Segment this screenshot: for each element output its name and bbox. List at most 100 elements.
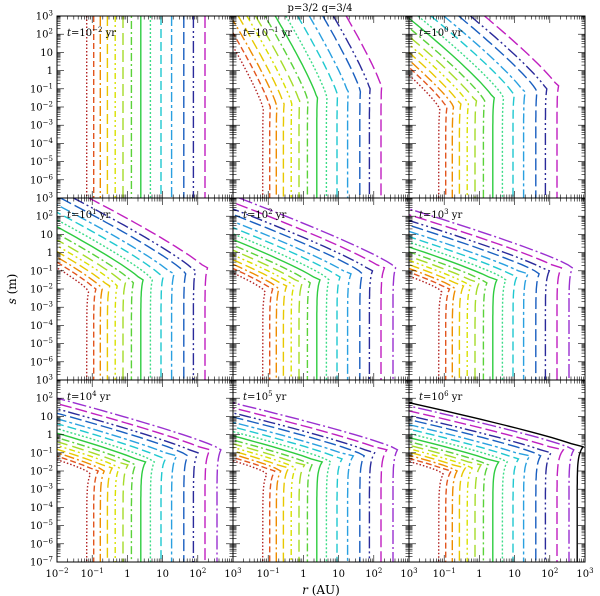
y-tick-label: 10−1 — [30, 264, 53, 277]
contour-line-13 — [332, 16, 371, 198]
contour-line-3 — [409, 59, 455, 198]
contour-line-8 — [233, 238, 321, 380]
contour-line-4 — [57, 250, 111, 380]
panel-time-label: t=101 yr — [67, 208, 110, 221]
x-tick-label: 103 — [576, 567, 593, 580]
panel-ticks — [56, 380, 233, 563]
contour-line-2 — [233, 31, 272, 198]
figure-title: p=3/2 q=3/4 — [288, 3, 353, 14]
contour-line-11 — [443, 16, 526, 198]
contour-line-9 — [57, 219, 154, 380]
contour-line-2 — [409, 66, 448, 198]
panel-curves — [57, 397, 222, 562]
y-tick-label: 10−2 — [30, 283, 53, 296]
contour-line-5 — [409, 259, 472, 380]
panel-grid: t=10−2 yr t=10−1 yr t=100 yr t=101 yr t=102 … — [56, 15, 586, 563]
contour-line-12 — [409, 224, 540, 380]
contour-line-8 — [274, 16, 319, 198]
contour-line-15 — [409, 405, 575, 562]
contour-line-7 — [57, 436, 137, 562]
contour-line-14 — [345, 16, 383, 198]
y-tick-label: 10−7 — [30, 556, 53, 569]
contour-line-3 — [233, 453, 282, 562]
contour-line-4 — [409, 451, 467, 562]
contour-line-7 — [233, 439, 313, 562]
contour-line-6 — [409, 35, 478, 198]
y-tick-label: 10−3 — [30, 301, 53, 314]
panel-ticks — [232, 16, 409, 199]
panel-frame — [56, 197, 234, 381]
x-tick-label: 1 — [300, 569, 306, 580]
x-tick-label: 1 — [124, 569, 130, 580]
panel-curves — [409, 208, 574, 380]
contour-line-2 — [409, 271, 451, 380]
contour-line-5 — [57, 244, 118, 380]
y-tick-label: 10−5 — [30, 519, 53, 532]
contour-line-15 — [238, 198, 397, 380]
contour-line-10 — [430, 16, 516, 198]
contour-line-13 — [409, 219, 551, 380]
contour-line-2 — [57, 455, 100, 562]
contour-line-14 — [484, 16, 560, 198]
contour-line-8 — [409, 17, 496, 198]
contour-line-15 — [233, 402, 399, 562]
contour-line-12 — [409, 418, 542, 562]
contour-line-13 — [469, 16, 548, 198]
contour-line-1 — [409, 275, 443, 380]
contour-line-11 — [409, 423, 531, 562]
contour-line-13 — [409, 414, 553, 562]
contour-line-1 — [57, 266, 90, 380]
contour-line-9 — [233, 430, 332, 562]
panel-5: t=102 yr — [232, 197, 410, 381]
contour-line-4 — [233, 450, 290, 562]
contour-line-11 — [409, 230, 529, 380]
contour-line-3 — [409, 454, 459, 562]
contour-line-11 — [233, 220, 352, 380]
y-tick-label: 103 — [36, 374, 53, 387]
contour-line-1 — [409, 73, 441, 198]
contour-line-10 — [296, 16, 339, 198]
y-tick-label: 10−3 — [30, 119, 53, 132]
panel-1: t=10−2 yr — [56, 15, 234, 199]
contour-line-12 — [233, 213, 364, 380]
contour-line-6 — [254, 16, 301, 198]
y-tick-label: 10−6 — [30, 537, 54, 550]
panel-frame — [408, 379, 586, 563]
contour-line-8 — [57, 432, 147, 562]
contour-line-4 — [57, 448, 114, 562]
contour-line-7 — [409, 440, 490, 562]
contour-line-3 — [409, 267, 457, 380]
contour-line-5 — [57, 444, 121, 562]
y-tick-label: 10 — [40, 48, 53, 59]
contour-line-7 — [57, 232, 135, 380]
y-tick-label: 1 — [47, 66, 53, 77]
contour-line-13 — [57, 408, 199, 562]
panel-ticks — [56, 16, 233, 199]
x-tick-label: 10 — [156, 569, 169, 580]
x-tick-label: 10−1 — [257, 567, 280, 580]
contour-line-12 — [233, 416, 366, 562]
contour-line-9 — [409, 241, 507, 380]
contour-line-6 — [233, 443, 306, 562]
contour-line-5 — [233, 254, 295, 380]
contour-line-14 — [88, 198, 209, 380]
x-tick-label: 10 — [508, 569, 521, 580]
contour-line-12 — [322, 16, 362, 198]
y-tick-label: 102 — [36, 210, 53, 223]
panel-frame — [232, 379, 410, 563]
axis-labels: 10−6 10−5 10−4 10−3 10−2 10−1 1 10 102 103 10−6 10−… — [5, 10, 594, 596]
x-tick-label: 103 — [224, 567, 241, 580]
panel-3: t=100 yr — [408, 15, 586, 199]
contour-line-4 — [409, 51, 462, 198]
y-tick-label: 1 — [47, 430, 53, 441]
panel-curves — [409, 401, 585, 562]
contour-line-11 — [57, 204, 175, 380]
contour-line-1 — [57, 458, 92, 562]
contour-line-15 — [409, 208, 574, 380]
contour-line-11 — [233, 421, 355, 562]
panel-6: t=103 yr — [408, 197, 586, 381]
y-tick-label: 10−6 — [30, 173, 54, 186]
contour-line-4 — [409, 263, 465, 380]
y-tick-label: 10−5 — [30, 155, 53, 168]
